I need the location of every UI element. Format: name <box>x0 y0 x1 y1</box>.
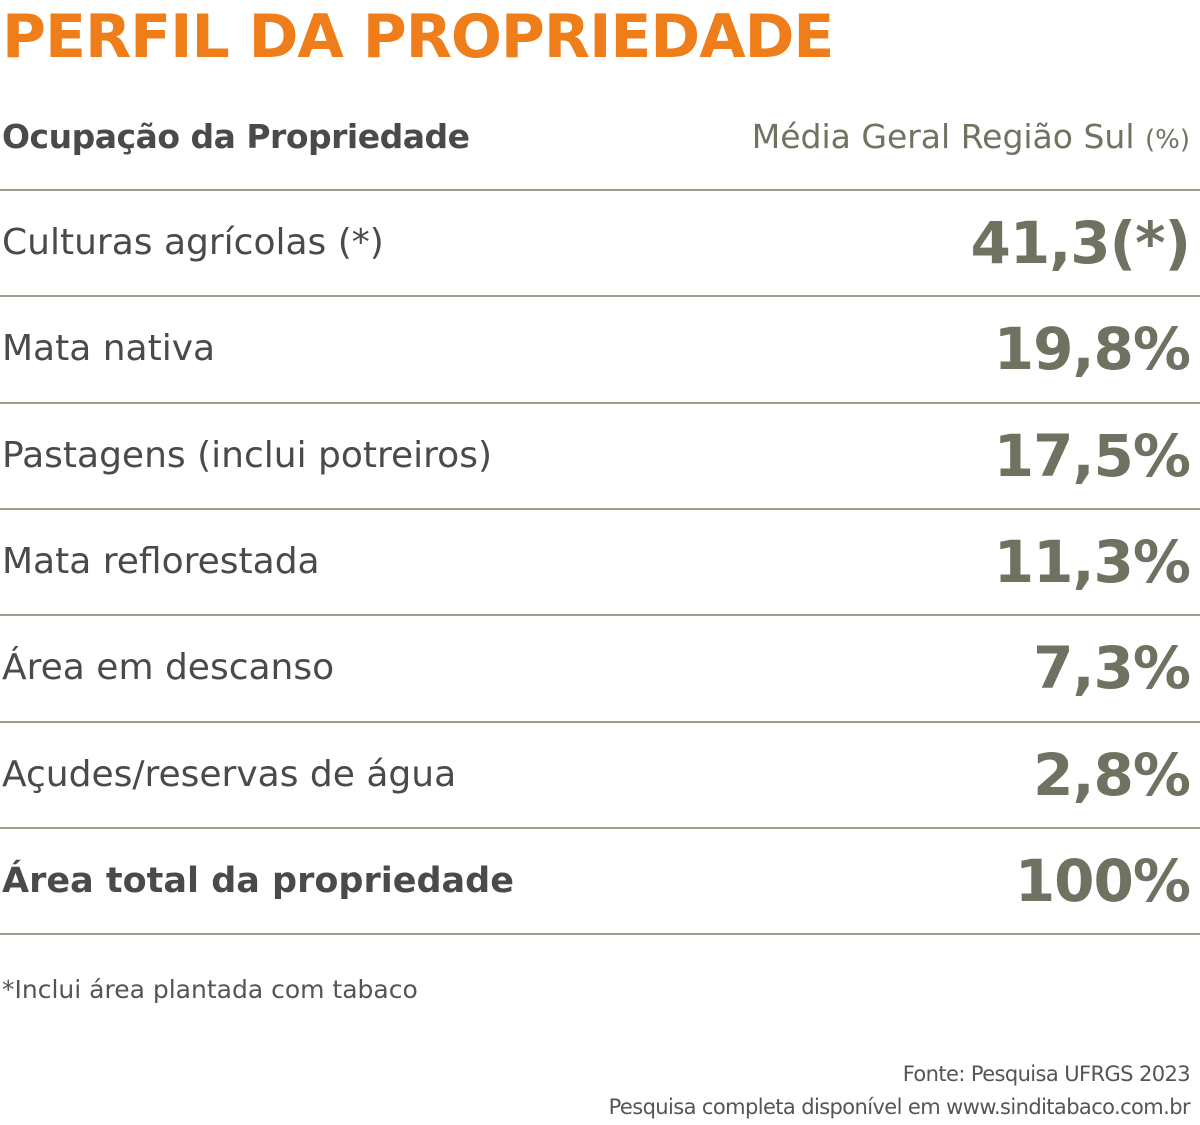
divider <box>0 507 1200 510</box>
table-row: Açudes/reservas de água 2,8% <box>0 723 1200 827</box>
title: PERFIL DA PROPRIEDADE <box>2 2 834 72</box>
column-header-text: Média Geral Região Sul <box>751 117 1135 156</box>
divider <box>0 189 1200 191</box>
row-label: Pastagens (inclui potreiros) <box>2 434 493 476</box>
row-label: Mata reflorestada <box>2 540 320 582</box>
divider <box>0 401 1200 404</box>
divider <box>0 295 1200 298</box>
source: Pesquisa completa disponível em www.sind… <box>608 1095 1191 1119</box>
footnote: *Inclui área plantada com tabaco <box>2 975 418 1004</box>
row-label: Culturas agrícolas (*) <box>2 222 384 263</box>
row-value: 19,8% <box>993 315 1191 384</box>
table-row: Mata nativa 19,8% <box>0 297 1200 401</box>
column-header: Ocupação da Propriedade <box>2 117 470 156</box>
row-value: 7,3% <box>1033 634 1191 703</box>
row-value: 2,8% <box>1033 740 1191 809</box>
table-row: Área total da propriedade 100% <box>0 829 1200 933</box>
row-label: Açudes/reservas de água <box>2 753 457 795</box>
table-row: Culturas agrícolas (*) 41,3(*) <box>0 191 1200 295</box>
divider <box>0 826 1200 829</box>
row-label: Área total da propriedade <box>2 860 514 901</box>
table-row: Área em descanso 7,3% <box>0 616 1200 720</box>
column-unit: (%) <box>1145 125 1190 155</box>
source: Fonte: Pesquisa UFRGS 2023 <box>902 1062 1191 1086</box>
divider <box>0 933 1200 936</box>
table-row: Pastagens (inclui potreiros) 17,5% <box>0 404 1200 508</box>
row-label: Área em descanso <box>2 647 335 689</box>
row-value: 100% <box>1014 846 1191 915</box>
row-value: 41,3(*) <box>970 209 1191 277</box>
divider <box>0 614 1200 617</box>
table-row: Mata reflorestada 11,3% <box>0 510 1200 614</box>
column-header: Média Geral Região Sul (%) <box>752 112 1190 162</box>
row-value: 17,5% <box>993 421 1191 490</box>
row-label: Mata nativa <box>2 328 216 370</box>
divider <box>0 720 1200 723</box>
row-value: 11,3% <box>993 527 1191 596</box>
